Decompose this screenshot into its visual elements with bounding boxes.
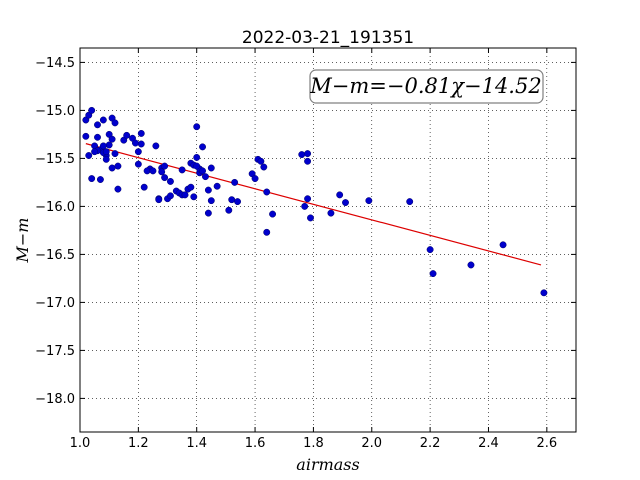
data-point bbox=[115, 163, 121, 169]
data-point bbox=[500, 242, 506, 248]
x-tick-label: 2.0 bbox=[361, 436, 382, 451]
data-point bbox=[199, 168, 205, 174]
data-point bbox=[141, 184, 147, 190]
data-point bbox=[135, 161, 141, 167]
data-point bbox=[208, 197, 214, 203]
data-point bbox=[167, 193, 173, 199]
data-point bbox=[158, 169, 164, 175]
data-point bbox=[94, 134, 100, 140]
data-point bbox=[94, 122, 100, 128]
data-point bbox=[100, 117, 106, 123]
data-point bbox=[161, 163, 167, 169]
data-point bbox=[541, 290, 547, 296]
data-point bbox=[304, 196, 310, 202]
data-point bbox=[156, 196, 162, 202]
data-point bbox=[342, 199, 348, 205]
data-point bbox=[138, 141, 144, 147]
data-point bbox=[103, 148, 109, 154]
data-point bbox=[112, 120, 118, 126]
data-point bbox=[115, 186, 121, 192]
data-point bbox=[427, 246, 433, 252]
y-tick-label: −16.0 bbox=[35, 200, 75, 215]
data-point bbox=[109, 165, 115, 171]
data-point bbox=[88, 107, 94, 113]
data-point bbox=[112, 150, 118, 156]
x-tick-label: 2.4 bbox=[478, 436, 499, 451]
y-tick-label: −18.0 bbox=[35, 392, 75, 407]
x-tick-label: 1.8 bbox=[303, 436, 324, 451]
data-point bbox=[430, 270, 436, 276]
data-point bbox=[83, 133, 89, 139]
data-point bbox=[153, 143, 159, 149]
data-point bbox=[258, 158, 264, 164]
y-tick-label: −17.0 bbox=[35, 296, 75, 311]
data-point bbox=[138, 130, 144, 136]
data-point bbox=[123, 132, 129, 138]
y-tick-label: −16.5 bbox=[35, 248, 75, 263]
data-point bbox=[194, 154, 200, 160]
fit-equation: M−m=−0.81χ−14.52 bbox=[309, 74, 541, 98]
y-tick-label: −17.5 bbox=[35, 344, 75, 359]
data-point bbox=[468, 262, 474, 268]
x-axis-label: airmass bbox=[296, 455, 359, 474]
data-point bbox=[214, 183, 220, 189]
data-point bbox=[264, 229, 270, 235]
y-tick-label: −14.5 bbox=[35, 56, 75, 71]
data-point bbox=[229, 196, 235, 202]
data-point bbox=[194, 163, 200, 169]
data-point bbox=[86, 152, 92, 158]
x-tick-label: 1.4 bbox=[186, 436, 207, 451]
x-tick-label: 1.2 bbox=[128, 436, 149, 451]
data-point bbox=[188, 184, 194, 190]
data-point bbox=[161, 174, 167, 180]
data-point bbox=[132, 140, 138, 146]
x-tick-label: 2.2 bbox=[420, 436, 441, 451]
data-point bbox=[269, 211, 275, 217]
data-point bbox=[234, 198, 240, 204]
data-point bbox=[144, 168, 150, 174]
data-point bbox=[264, 189, 270, 195]
data-point bbox=[106, 142, 112, 148]
data-point bbox=[231, 179, 237, 185]
data-point bbox=[91, 148, 97, 154]
data-point bbox=[205, 210, 211, 216]
x-tick-label: 2.6 bbox=[536, 436, 557, 451]
data-point bbox=[182, 192, 188, 198]
x-tick-label: 1.0 bbox=[70, 436, 91, 451]
data-point bbox=[103, 156, 109, 162]
data-point bbox=[179, 167, 185, 173]
data-point bbox=[299, 151, 305, 157]
data-point bbox=[199, 144, 205, 150]
data-point bbox=[100, 143, 106, 149]
data-point bbox=[208, 165, 214, 171]
data-point bbox=[150, 168, 156, 174]
data-point bbox=[328, 210, 334, 216]
data-point bbox=[226, 207, 232, 213]
data-point bbox=[202, 173, 208, 179]
data-point bbox=[301, 203, 307, 209]
chart-title: 2022-03-21_191351 bbox=[242, 28, 414, 48]
y-tick-label: −15.0 bbox=[35, 104, 75, 119]
x-tick-label: 1.6 bbox=[245, 436, 266, 451]
data-point bbox=[261, 164, 267, 170]
data-point bbox=[304, 150, 310, 156]
y-tick-label: −15.5 bbox=[35, 152, 75, 167]
data-point bbox=[366, 197, 372, 203]
data-point bbox=[406, 198, 412, 204]
data-point bbox=[205, 187, 211, 193]
fit-annotation: M−m=−0.81χ−14.52 bbox=[309, 70, 543, 103]
data-point bbox=[97, 176, 103, 182]
data-point bbox=[194, 124, 200, 130]
data-point bbox=[135, 148, 141, 154]
data-point bbox=[336, 192, 342, 198]
y-axis-label: M−m bbox=[13, 218, 32, 264]
data-point bbox=[88, 175, 94, 181]
data-point bbox=[191, 194, 197, 200]
data-point bbox=[252, 175, 258, 181]
data-point bbox=[307, 215, 313, 221]
data-point bbox=[304, 158, 310, 164]
scatter-chart: 1.0 1.2 1.4 1.6 1.8 2.0 2.2 2.4 2.6 −14.5 −15.0 −15… bbox=[0, 0, 640, 480]
data-point bbox=[167, 178, 173, 184]
data-point bbox=[109, 136, 115, 142]
